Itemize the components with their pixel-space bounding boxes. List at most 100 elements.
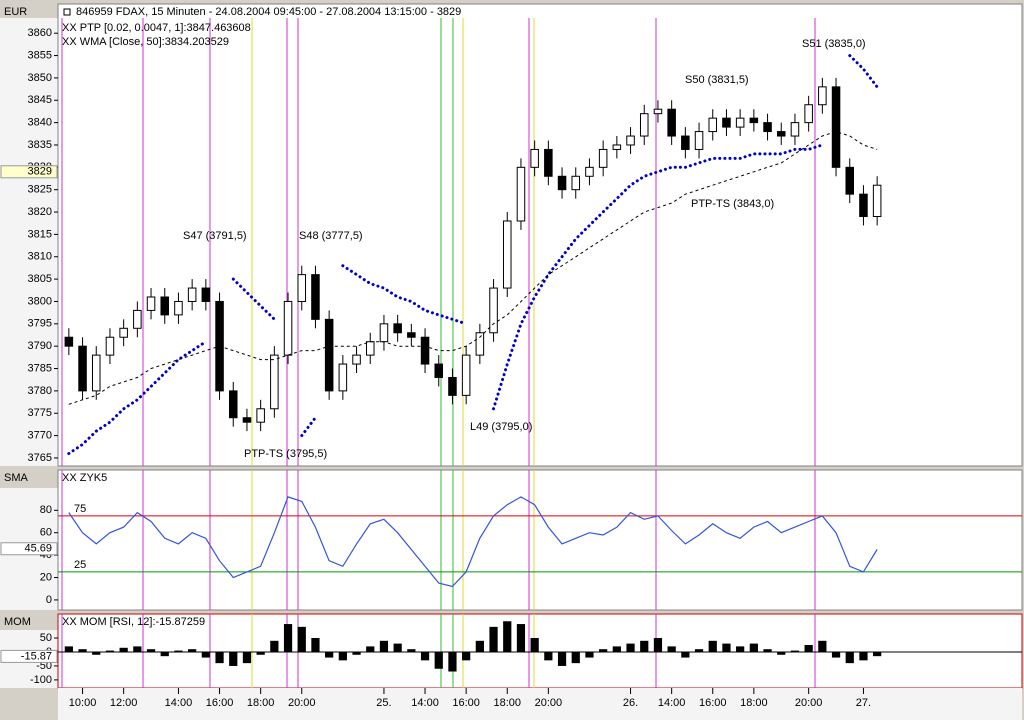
bar	[708, 640, 717, 652]
candle-body	[297, 274, 307, 302]
candle-body	[571, 175, 581, 191]
candle-body	[242, 417, 252, 423]
bar	[242, 651, 252, 664]
x-tick-label: 26.	[623, 697, 638, 709]
series-line	[68, 496, 878, 588]
bar	[379, 640, 389, 652]
bar	[448, 651, 457, 672]
y-tick-label: 3800	[28, 295, 52, 307]
candle-body	[557, 175, 567, 191]
candle-body	[187, 287, 197, 302]
bar	[407, 649, 416, 652]
candle-body	[763, 122, 772, 133]
candle-body	[379, 323, 389, 343]
candle-body	[818, 86, 827, 106]
bar	[393, 643, 402, 652]
level-label: 75	[74, 503, 86, 515]
bar	[503, 621, 512, 652]
candle-body	[859, 193, 868, 218]
candle-body	[311, 274, 320, 320]
x-tick-label: 10:00	[69, 697, 97, 709]
candle-body	[694, 131, 704, 150]
candle-body	[489, 287, 498, 334]
x-tick-label: 20:00	[288, 697, 316, 709]
candle-body	[228, 390, 238, 419]
bar	[215, 651, 224, 664]
candle-body	[338, 363, 348, 392]
candle-body	[502, 220, 512, 289]
x-tick-label: 27.	[856, 697, 871, 709]
y-tick-label: 3815	[28, 228, 52, 240]
x-tick-label: 16:00	[206, 697, 234, 709]
bar	[653, 638, 663, 652]
bar	[270, 640, 279, 652]
bar	[831, 651, 841, 658]
sma-panel	[57, 469, 1023, 611]
bar	[667, 646, 676, 652]
x-tick-label: 18:00	[740, 697, 768, 709]
icon	[63, 8, 71, 16]
candle-body	[324, 318, 334, 392]
bar	[694, 649, 704, 652]
bar	[133, 646, 142, 652]
bar	[92, 651, 101, 655]
candle-body	[105, 336, 115, 356]
bar	[777, 651, 786, 655]
bar	[763, 649, 772, 652]
y-tick-label: 3810	[28, 251, 52, 263]
axis-label: MOM	[4, 616, 31, 628]
annotation: S51 (3835,0)	[802, 38, 866, 50]
candle-body	[420, 336, 430, 365]
bar	[78, 649, 87, 652]
candle-body	[270, 354, 279, 410]
legend-entry: XX PTP [0.02, 0.0047, 1]:3847.463608	[62, 22, 251, 34]
bar	[804, 644, 813, 652]
candle-body	[598, 148, 608, 168]
candle-body	[256, 408, 265, 423]
level-label: 25	[74, 559, 86, 571]
x-tick-label: 20:00	[535, 697, 563, 709]
candle-body	[681, 135, 690, 150]
annotation: S50 (3831,5)	[685, 74, 749, 86]
last-value-box	[0, 165, 58, 179]
x-tick-label: 25.	[376, 697, 391, 709]
candle-body	[667, 108, 676, 137]
y-tick-label: 3780	[28, 385, 52, 397]
candle-body	[790, 122, 800, 137]
legend-entry: XX MOM [RSI, 12]:-15.87259	[62, 616, 205, 628]
candle-body	[365, 341, 375, 356]
candle-body	[475, 332, 485, 356]
candle-body	[78, 345, 87, 392]
bar	[64, 646, 73, 652]
bar	[160, 651, 169, 657]
y-tick-label: 3805	[28, 273, 52, 285]
candle-body	[544, 148, 553, 177]
candle-body	[639, 113, 649, 137]
legend-entry: XX ZYK5	[62, 472, 107, 484]
y-tick-label: 3765	[28, 452, 52, 464]
candle-body	[872, 184, 882, 218]
candle-body	[804, 104, 813, 124]
candle-body	[776, 131, 786, 137]
candle-body	[434, 363, 444, 378]
y-tick-label: 3785	[28, 362, 52, 374]
candle-body	[626, 135, 635, 146]
x-tick-label: 20:00	[795, 697, 823, 709]
y-tick-label: 20	[40, 571, 52, 583]
bar	[516, 624, 526, 652]
candle-body	[133, 309, 142, 329]
bar	[325, 651, 334, 658]
last-value-label: 45.69	[24, 543, 52, 555]
y-tick-label: 3825	[28, 184, 52, 196]
x-tick-label: 14:00	[165, 697, 193, 709]
bar	[681, 651, 690, 658]
bar	[489, 626, 498, 652]
bar	[475, 640, 484, 652]
bar	[366, 646, 375, 652]
bar	[544, 651, 553, 661]
bar	[557, 651, 567, 666]
candle-body	[160, 296, 170, 316]
bar	[119, 647, 128, 652]
x-tick-label: 14:00	[411, 697, 439, 709]
